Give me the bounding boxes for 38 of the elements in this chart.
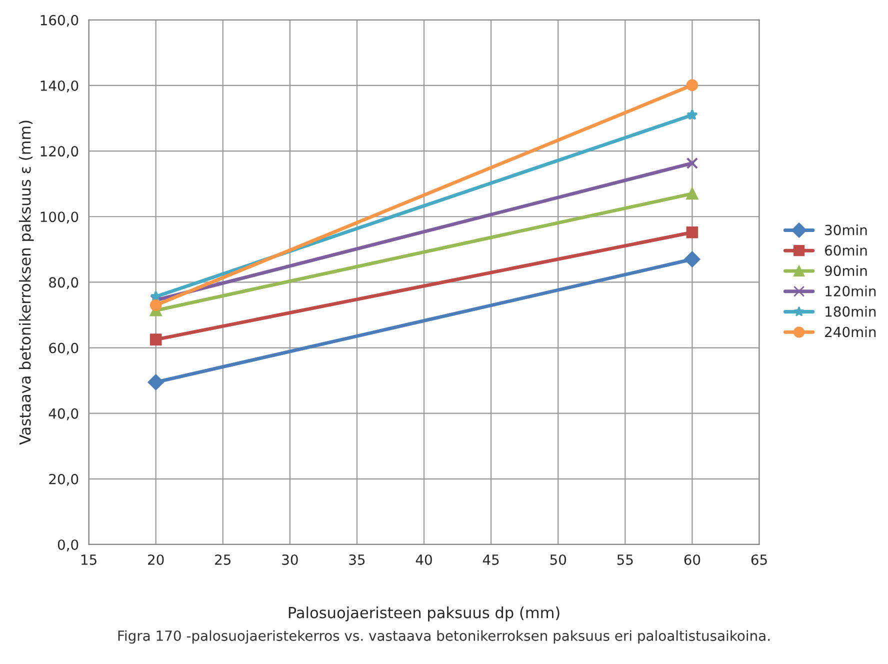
point xyxy=(686,188,698,200)
point xyxy=(686,226,698,238)
point xyxy=(686,109,698,120)
x-tick-label: 30 xyxy=(282,554,298,565)
legend-label: 240min xyxy=(825,326,876,338)
point xyxy=(684,251,700,268)
y-tick-label: 120,0 xyxy=(40,146,78,158)
y-tick-label: 0,0 xyxy=(58,539,78,552)
y-tick-label: 100,0 xyxy=(40,212,78,224)
legend-label: 30min xyxy=(825,224,867,236)
x-tick-label: 25 xyxy=(215,554,231,565)
y-tick-label: 60,0 xyxy=(49,342,78,355)
text: Figra 170 -palosuojaeristekerros vs. vastaava betonikerroksen paksuus eri paloaltistusaikoina. xyxy=(118,630,770,644)
y-axis-title: Vastaava betonikerroksen paksuus ε (mm) xyxy=(18,120,34,445)
x-tick-label: 15 xyxy=(81,554,96,565)
point xyxy=(686,157,698,170)
y-tick-label: 140,0 xyxy=(40,80,78,92)
x-tick-label: 50 xyxy=(550,554,566,565)
point xyxy=(150,299,162,312)
point xyxy=(686,79,698,92)
y-tick-label: 80,0 xyxy=(49,277,78,290)
point xyxy=(150,334,162,346)
legend-label: 180min xyxy=(826,306,876,317)
x-tick-label: 45 xyxy=(482,554,499,565)
y-tick-label: 160,0 xyxy=(40,14,78,27)
x-tick-label: 20 xyxy=(148,554,164,565)
x-tick-label: 55 xyxy=(617,554,633,565)
y-tick-label: 40,0 xyxy=(48,408,78,420)
x-tick-label: 65 xyxy=(751,554,767,565)
point xyxy=(148,374,164,390)
y-tick-label: 20,0 xyxy=(49,474,78,486)
legend-label: 90min xyxy=(824,265,867,276)
legend-label: 60min xyxy=(825,244,867,256)
x-tick-label: 40 xyxy=(416,554,432,565)
x-axis-title: Palosuojaeristeen paksuus dp (mm) xyxy=(288,606,560,622)
x-tick-label: 35 xyxy=(349,554,365,565)
legend-label: 120min xyxy=(826,286,876,296)
x-tick-label: 60 xyxy=(684,554,700,565)
